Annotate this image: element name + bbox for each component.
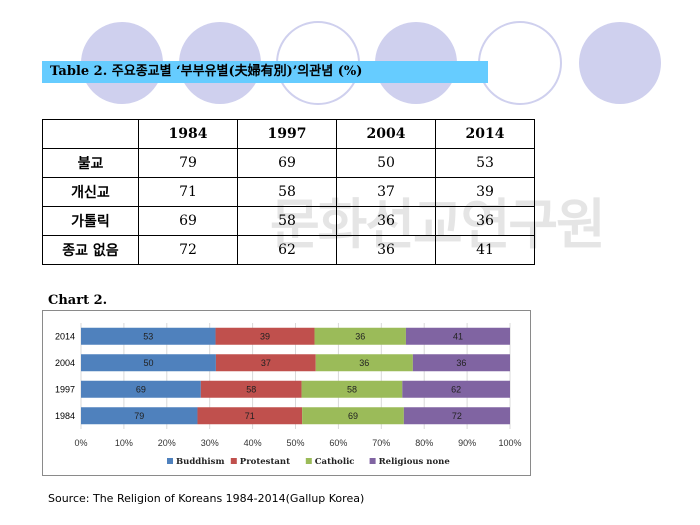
table-cell: 79 [138,148,238,178]
bar-segment [405,327,510,345]
bar-segment [81,380,201,398]
x-tick-label: 90% [458,438,476,448]
table-cell: 39 [435,177,535,207]
bar-segment [302,407,404,425]
table-cell: 69 [138,206,238,236]
data-label: 37 [261,358,271,368]
table-header-2014: 2014 [435,119,535,149]
bar-segment [412,354,510,372]
table-cell: 58 [237,206,337,236]
x-tick-label: 80% [415,438,433,448]
row-label: 개신교 [42,177,139,207]
x-tick-label: 60% [329,438,347,448]
bar-segment [81,354,216,372]
bar-segment [403,407,510,425]
row-label: 종교 없음 [42,235,139,265]
table-row: 종교 없음 72 62 36 41 [42,235,535,265]
data-label: 62 [451,384,461,394]
data-label: 53 [143,331,153,341]
data-label: 58 [246,384,256,394]
chart-frame: 0% 10% 20% 30% 40% 50% 60% 70% 80% 90% 100% 2014 53 3… [42,310,531,476]
data-label: 36 [456,358,466,368]
data-label: 36 [359,358,369,368]
legend-swatch [369,458,376,464]
x-tick-label: 20% [158,438,176,448]
bar-segment [81,407,198,425]
table-row: 불교 79 69 50 53 [42,148,535,178]
table-cell: 72 [138,235,238,265]
data-label: 36 [355,331,365,341]
table-row: 가톨릭 69 58 36 36 [42,206,535,236]
legend-label: Catholic [315,457,355,467]
bar-segment [200,380,302,398]
y-category-label: 1984 [55,411,75,421]
bar-segment [215,354,316,372]
x-tick-label: 30% [201,438,219,448]
bar-segment [402,380,510,398]
x-tick-label: 10% [115,438,133,448]
y-category-label: 1997 [55,384,75,394]
data-label: 50 [143,358,153,368]
bar-segment [215,327,315,345]
legend-label: Protestant [240,457,290,467]
table-cell: 58 [237,177,337,207]
row-label: 불교 [42,148,139,178]
legend-label: Religious none [379,457,451,467]
table-header-1997: 1997 [237,119,337,149]
table-cell: 37 [336,177,436,207]
bar-segment [314,327,406,345]
table-cell: 62 [237,235,337,265]
table-header-2004: 2004 [336,119,436,149]
x-tick-label: 0% [74,438,87,448]
table-header-1984: 1984 [138,119,238,149]
table-cell: 69 [237,148,337,178]
x-tick-label: 50% [286,438,304,448]
y-category-label: 2004 [55,358,75,368]
legend-swatch [230,458,237,464]
page-title: Table 2. 주요종교별 ‘부부유별(夫婦有別)’의관념 (%) [42,61,488,83]
data-label: 39 [260,331,270,341]
bar-segment [81,327,216,345]
source-note: Source: The Religion of Koreans 1984-201… [48,492,365,505]
table-header-row: 1984 1997 2004 2014 [42,119,535,149]
data-label: 72 [452,411,462,421]
table-row: 개신교 71 58 37 39 [42,177,535,207]
legend-label: Buddhism [176,457,224,467]
data-label: 69 [348,411,358,421]
bar-segment [197,407,303,425]
data-label: 41 [453,331,463,341]
row-label: 가톨릭 [42,206,139,236]
decor-circle-6 [579,22,661,104]
data-table: 1984 1997 2004 2014 불교 79 69 50 53 개신교 7… [42,119,535,265]
table-cell: 36 [435,206,535,236]
bar-segment [315,354,413,372]
x-tick-label: 100% [498,438,521,448]
x-tick-label: 40% [244,438,262,448]
decor-circle-5 [478,21,562,105]
stacked-bar-chart: 0% 10% 20% 30% 40% 50% 60% 70% 80% 90% 100% 2014 53 3… [55,323,522,467]
y-category-label: 2014 [55,331,75,341]
table-cell: 53 [435,148,535,178]
chart-label: Chart 2. [48,293,108,308]
data-label: 58 [347,384,357,394]
legend-swatch [167,458,173,464]
x-tick-label: 70% [372,438,390,448]
data-label: 79 [134,411,144,421]
table-cell: 41 [435,235,535,265]
table-cell: 50 [336,148,436,178]
decorative-circles [81,21,661,105]
data-label: 71 [245,411,255,421]
table-cell: 71 [138,177,238,207]
legend-swatch [305,458,312,464]
data-label: 69 [136,384,146,394]
bar-segment [301,380,403,398]
table-corner-cell [42,119,139,149]
table-cell: 36 [336,206,436,236]
table-cell: 36 [336,235,436,265]
